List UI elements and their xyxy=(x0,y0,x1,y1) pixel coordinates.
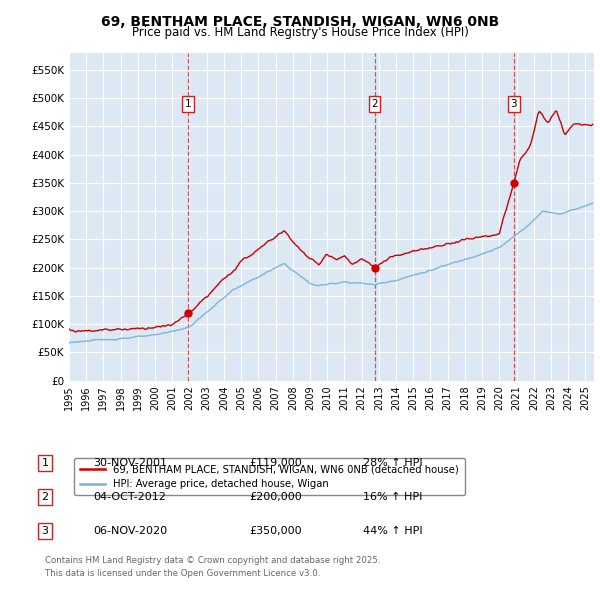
Text: 3: 3 xyxy=(41,526,49,536)
Text: 28% ↑ HPI: 28% ↑ HPI xyxy=(363,458,422,468)
Text: £350,000: £350,000 xyxy=(249,526,302,536)
Text: 1: 1 xyxy=(185,99,191,109)
Text: 2: 2 xyxy=(371,99,378,109)
Text: £119,000: £119,000 xyxy=(249,458,302,468)
Text: 04-OCT-2012: 04-OCT-2012 xyxy=(93,492,166,502)
Text: 16% ↑ HPI: 16% ↑ HPI xyxy=(363,492,422,502)
Legend: 69, BENTHAM PLACE, STANDISH, WIGAN, WN6 0NB (detached house), HPI: Average price: 69, BENTHAM PLACE, STANDISH, WIGAN, WN6 … xyxy=(74,458,465,495)
Text: 69, BENTHAM PLACE, STANDISH, WIGAN, WN6 0NB: 69, BENTHAM PLACE, STANDISH, WIGAN, WN6 … xyxy=(101,15,499,29)
Text: This data is licensed under the Open Government Licence v3.0.: This data is licensed under the Open Gov… xyxy=(45,569,320,578)
Text: Price paid vs. HM Land Registry's House Price Index (HPI): Price paid vs. HM Land Registry's House … xyxy=(131,26,469,39)
Text: 30-NOV-2001: 30-NOV-2001 xyxy=(93,458,167,468)
Text: 2: 2 xyxy=(41,492,49,502)
Text: 3: 3 xyxy=(511,99,517,109)
Text: Contains HM Land Registry data © Crown copyright and database right 2025.: Contains HM Land Registry data © Crown c… xyxy=(45,556,380,565)
Text: 1: 1 xyxy=(41,458,49,468)
Text: 44% ↑ HPI: 44% ↑ HPI xyxy=(363,526,422,536)
Text: £200,000: £200,000 xyxy=(249,492,302,502)
Text: 06-NOV-2020: 06-NOV-2020 xyxy=(93,526,167,536)
